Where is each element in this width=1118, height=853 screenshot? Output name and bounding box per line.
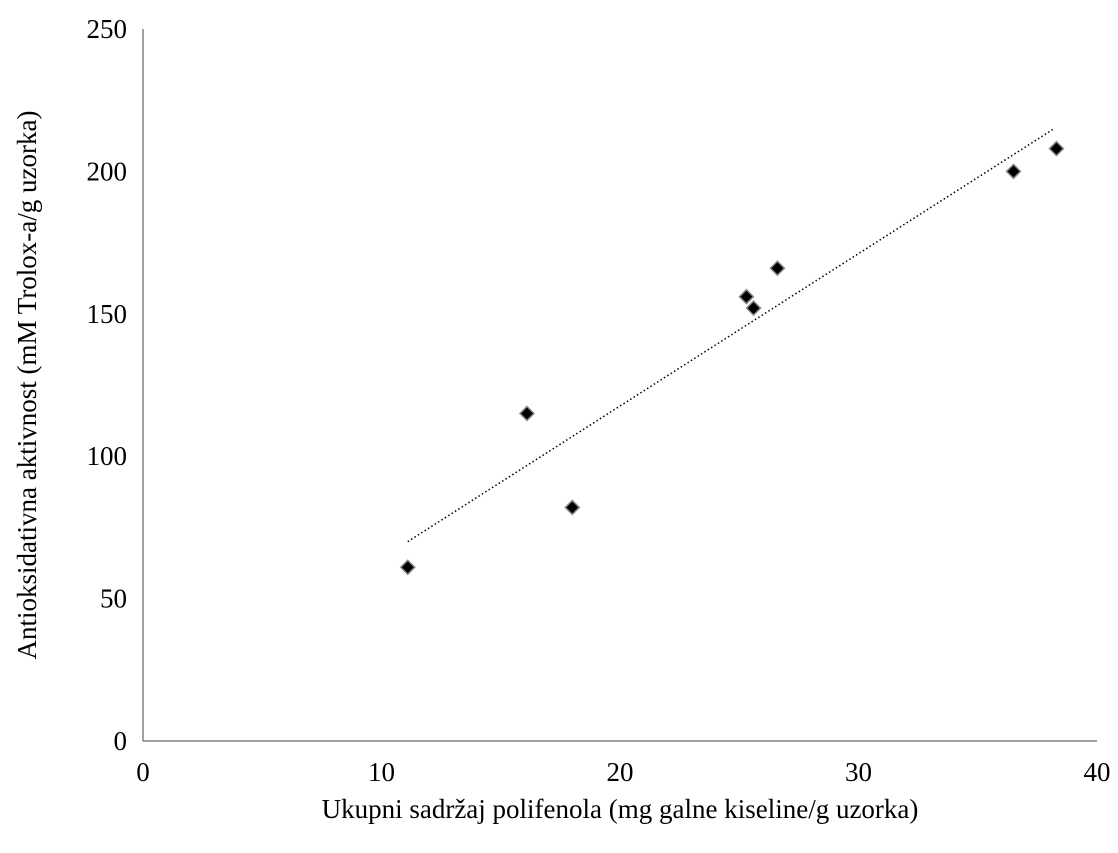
y-tick-labels: 0 50 100 150 200 250 — [87, 14, 128, 756]
x-tick-labels: 0 10 20 30 40 — [136, 757, 1110, 787]
y-tick-label: 100 — [87, 441, 128, 471]
data-point — [1005, 163, 1022, 180]
data-point — [518, 405, 536, 422]
y-tick-label: 150 — [87, 299, 128, 329]
x-tick-label: 20 — [607, 757, 634, 787]
trendline — [407, 128, 1055, 543]
y-axis-title: Antioksidativna aktivnost (mM Trolox-a/g… — [12, 111, 42, 660]
data-point — [399, 559, 416, 576]
x-tick-label: 40 — [1084, 757, 1111, 787]
x-tick-label: 10 — [368, 757, 395, 787]
x-axis-title: Ukupni sadržaj polifenola (mg galne kise… — [322, 794, 919, 824]
y-tick-label: 50 — [100, 584, 127, 614]
y-tick-label: 0 — [114, 726, 128, 756]
axes — [142, 29, 1097, 742]
y-tick-label: 250 — [87, 14, 128, 44]
y-tick-label: 200 — [87, 156, 128, 186]
data-points — [399, 140, 1065, 576]
data-point — [738, 288, 755, 305]
data-point — [745, 300, 762, 317]
x-tick-label: 0 — [136, 757, 150, 787]
data-point — [1048, 140, 1065, 157]
data-point — [564, 499, 581, 516]
x-tick-label: 30 — [845, 757, 872, 787]
data-point — [769, 260, 786, 277]
